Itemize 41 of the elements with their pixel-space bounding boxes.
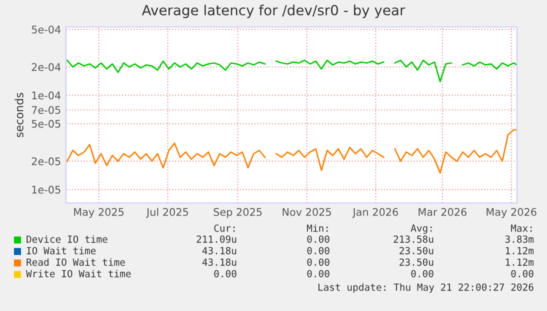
text: Last update: Thu May 21 22:00:27 2026 [318, 283, 534, 293]
text: 0.00 [307, 270, 330, 278]
text: 1.12m [506, 246, 534, 254]
text: Min: [306, 224, 328, 232]
text: 0.00 [307, 246, 330, 254]
x-tick-label: Jul 2025 [146, 208, 188, 218]
text: 0.00 [214, 270, 236, 278]
text: 43.18u [202, 258, 236, 266]
x-tick-label: Sep 2025 [214, 208, 262, 218]
text: 0.00 [411, 270, 434, 278]
text: 23.50u [400, 246, 434, 254]
legend-label: Device IO time [26, 235, 108, 243]
text: 1.12m [506, 258, 534, 266]
x-tick-label: Nov 2025 [282, 208, 331, 216]
text: Max: [510, 224, 532, 232]
text: 43.18u [202, 246, 236, 254]
y-tick-label: 2e-04 [32, 63, 61, 72]
text: Avg: [410, 224, 432, 234]
legend-label: IO Wait time [26, 246, 96, 254]
y-tick-label: 1e-04 [32, 92, 61, 100]
y-tick-label: 1e-05 [32, 186, 60, 194]
text: 23.50u [400, 258, 434, 266]
y-tick-label: 5e-05 [32, 120, 60, 128]
x-tick-label: May 2026 [486, 208, 536, 218]
legend-label: Write IO Wait time [26, 270, 131, 278]
text: 0.00 [307, 235, 330, 243]
y-tick-label: 2e-05 [32, 157, 60, 166]
x-tick-label: Jan 2026 [352, 208, 398, 218]
text: Cur: [214, 224, 235, 232]
text: 213.58u [394, 235, 434, 243]
chart-title: Average latency for /dev/sr0 - by year [142, 4, 406, 18]
y-tick-label: 7e-05 [32, 106, 60, 114]
x-tick-label: Mar 2026 [418, 208, 466, 216]
text: 211.09u [196, 235, 236, 243]
y-axis-title: seconds [14, 92, 24, 138]
x-tick-label: May 2025 [74, 208, 124, 218]
text: 0.00 [307, 258, 330, 266]
legend-label: Read IO Wait time [26, 258, 125, 266]
text: 0.00 [511, 270, 534, 278]
text: 3.83m [505, 235, 534, 243]
y-tick-label: 5e-04 [32, 26, 61, 34]
